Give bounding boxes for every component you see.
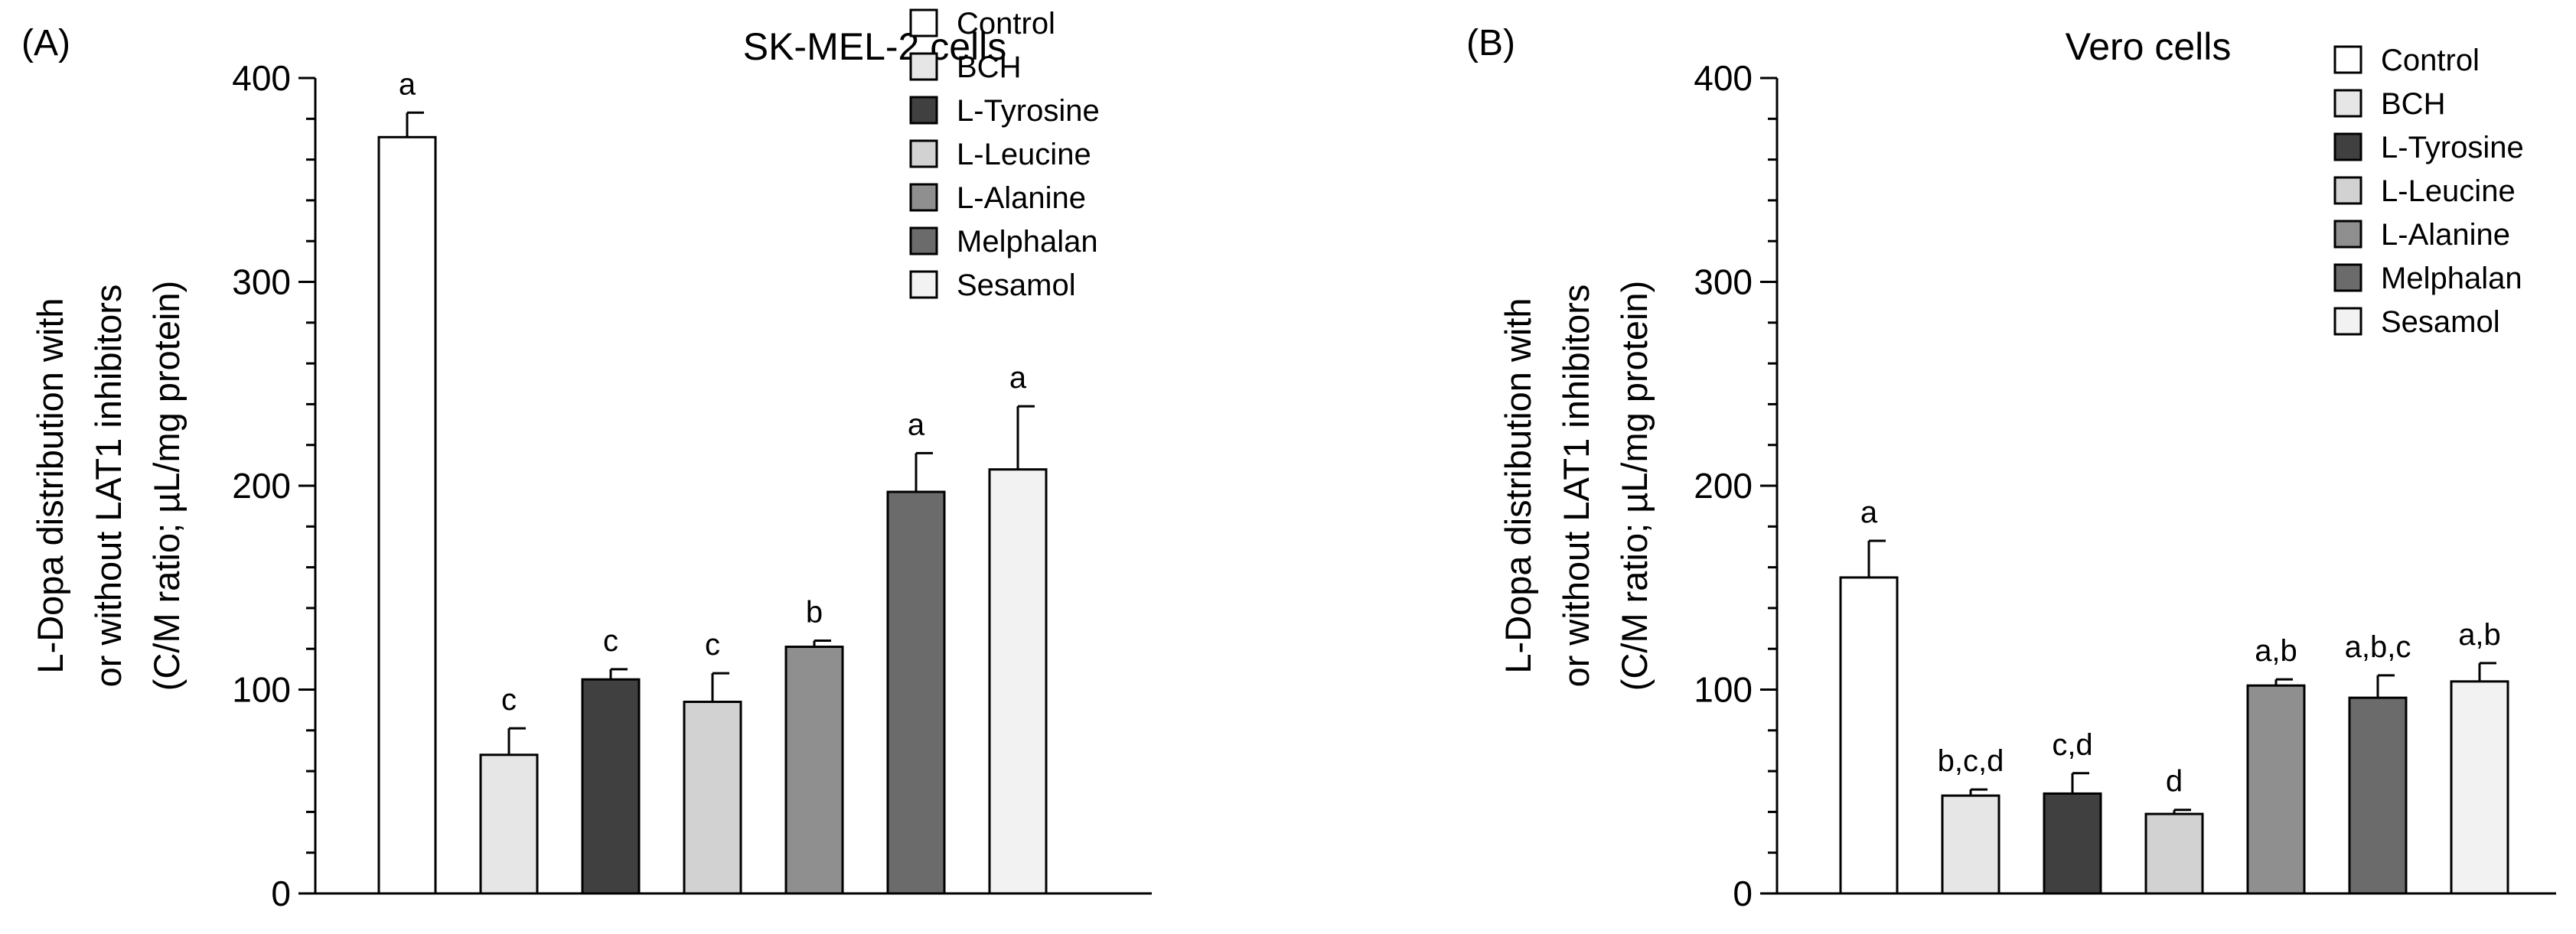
legend-label: L-Leucine: [2381, 174, 2516, 208]
legend-label: Melphalan: [957, 225, 1098, 259]
significance-label: a: [1009, 361, 1027, 395]
chart-panel-2: (B) Vero cells L-Dopa distribution with or …: [1466, 23, 2556, 913]
significance-label: c: [501, 683, 517, 717]
y-tick-label: 0: [1733, 874, 1753, 913]
y-axis-title-line: or without LAT1 inhibitors: [1556, 285, 1596, 688]
legend-label: L-Leucine: [957, 138, 1091, 171]
chart-title: Vero cells: [2066, 25, 2232, 68]
bar-melphalan: [886, 490, 946, 895]
significance-label: c: [705, 628, 720, 662]
legend-label: BCH: [957, 50, 1021, 84]
significance-label: b: [806, 596, 823, 630]
legend-swatch: [909, 139, 938, 168]
panel-label: (B): [1466, 23, 1515, 63]
legend-label: Sesamol: [2381, 305, 2500, 339]
y-tick-label: 200: [232, 466, 291, 506]
legend-swatch: [2333, 45, 2362, 74]
legend-label: L-Alanine: [2381, 218, 2510, 252]
bar-l-leucine: [683, 700, 742, 895]
y-axis-title-line: or without LAT1 inhibitors: [88, 285, 129, 688]
bar-l-tyrosine: [581, 678, 641, 895]
significance-label: b,c,d: [1938, 744, 2004, 778]
y-tick-label: 300: [1694, 262, 1753, 302]
significance-label: a: [908, 408, 925, 441]
chart-panel-1: (A) SK-MEL-2 cells L-Dopa distribution wit…: [21, 7, 1152, 913]
legend-swatch: [2333, 132, 2362, 161]
significance-label: c,d: [2052, 728, 2092, 762]
bar-sesamol: [2450, 680, 2509, 895]
bar-control: [377, 135, 437, 895]
y-axis-title-line: (C/M ratio; µL/mg protein): [1614, 281, 1655, 691]
y-tick-label: 100: [1694, 670, 1753, 710]
bar-l-alanine: [784, 646, 844, 895]
y-axis-title-line: (C/M ratio; µL/mg protein): [146, 281, 187, 691]
y-tick-label: 400: [232, 58, 291, 98]
significance-label: a,b,c: [2345, 630, 2411, 664]
legend-swatch: [909, 52, 938, 81]
legend-label: L-Tyrosine: [2381, 131, 2524, 164]
legend-label: L-Tyrosine: [957, 94, 1100, 128]
significance-label: d: [2166, 765, 2183, 799]
significance-label: a,b: [2458, 618, 2501, 652]
legend-label: Melphalan: [2381, 262, 2522, 295]
y-axis-title-line: L-Dopa distribution with: [1498, 298, 1538, 673]
y-tick-label: 400: [1694, 58, 1753, 98]
bar-melphalan: [2348, 696, 2408, 895]
y-axis-title-line: L-Dopa distribution with: [30, 298, 70, 673]
significance-label: a,b: [2255, 634, 2297, 668]
legend-swatch: [909, 183, 938, 212]
significance-label: a: [399, 67, 416, 101]
legend-swatch: [2333, 89, 2362, 118]
legend-swatch: [909, 226, 938, 255]
bar-control: [1839, 576, 1899, 895]
significance-label: c: [603, 624, 618, 658]
panel-label: (A): [21, 23, 70, 63]
bar-bch: [1941, 794, 2000, 895]
y-tick-label: 300: [232, 262, 291, 302]
chart-title: SK-MEL-2 cells: [743, 25, 1007, 68]
legend-swatch: [2333, 176, 2362, 205]
bar-sesamol: [988, 468, 1048, 895]
legend-label: Sesamol: [957, 268, 1076, 302]
legend-swatch: [909, 96, 938, 125]
y-tick-label: 0: [271, 874, 291, 913]
legend-swatch: [909, 270, 938, 299]
bar-l-alanine: [2246, 684, 2306, 895]
y-tick-label: 200: [1694, 466, 1753, 506]
legend-swatch: [2333, 263, 2362, 292]
bar-l-tyrosine: [2043, 792, 2102, 895]
legend-swatch: [2333, 307, 2362, 336]
legend-swatch: [2333, 220, 2362, 249]
y-tick-label: 100: [232, 670, 291, 710]
legend-label: Control: [2381, 44, 2480, 77]
legend-swatch: [909, 8, 938, 37]
bar-bch: [479, 753, 539, 895]
bar-l-leucine: [2144, 812, 2204, 895]
legend-label: Control: [957, 7, 1055, 41]
significance-label: a: [1860, 496, 1878, 529]
legend-label: L-Alanine: [957, 181, 1086, 215]
legend-label: BCH: [2381, 87, 2445, 121]
